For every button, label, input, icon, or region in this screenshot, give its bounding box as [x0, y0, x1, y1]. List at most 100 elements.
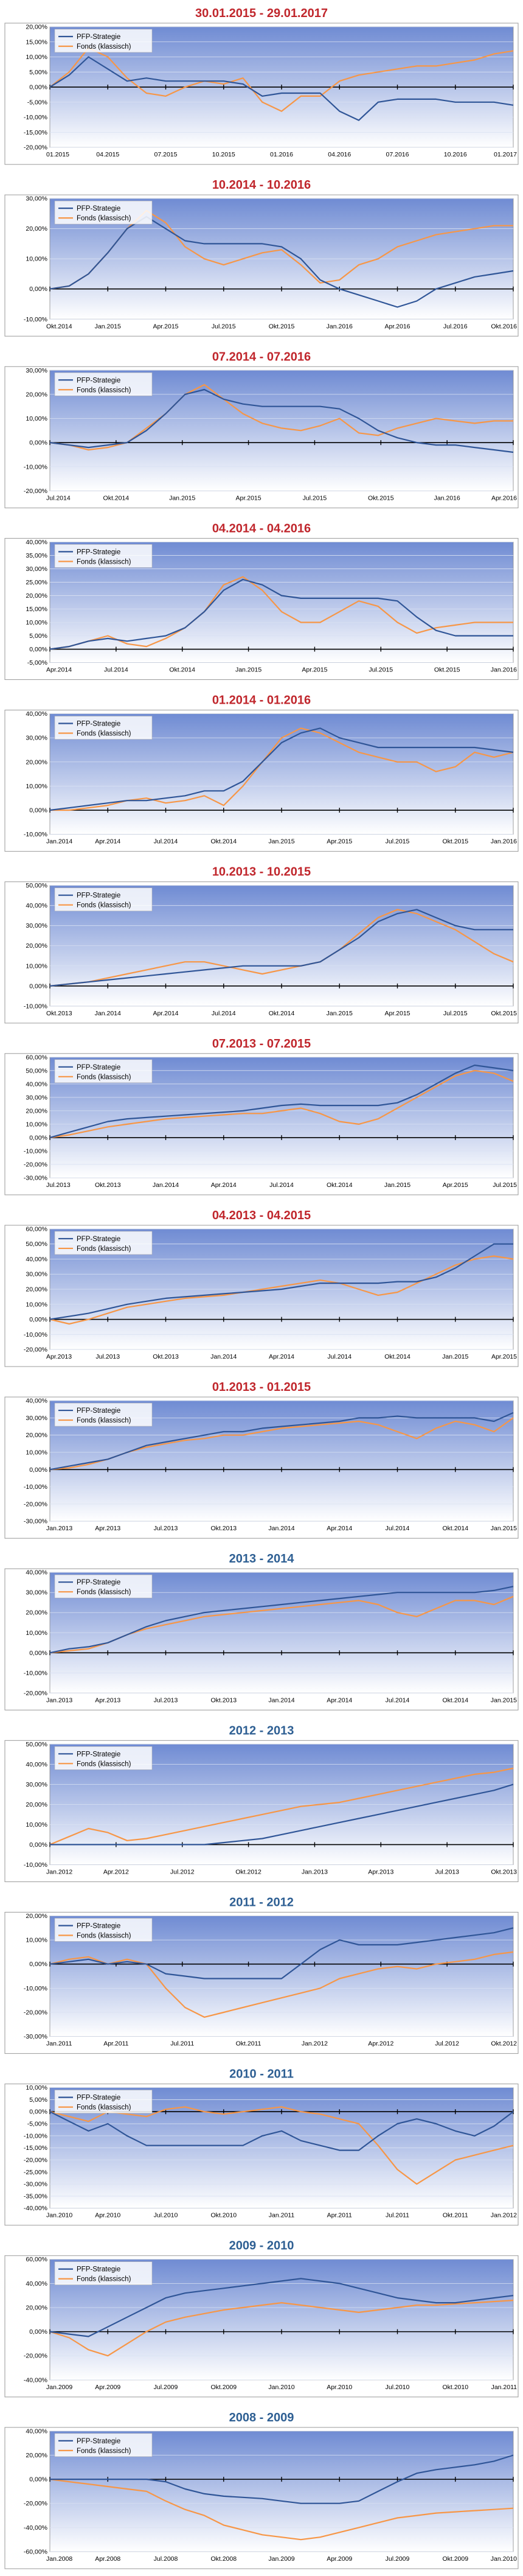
series-line-fund — [49, 576, 513, 650]
chart-panel: 10.2013 - 10.2015 50,00% 40,00% 30,00% 20,00… — [4, 866, 519, 1024]
x-tick-label: Apr.2015 — [384, 1010, 410, 1017]
y-tick-label: -10,00% — [24, 463, 47, 471]
x-tick-label: Jul.2015 — [303, 494, 327, 502]
legend-box — [54, 2090, 153, 2113]
x-tick-label: Okt.2014 — [384, 1353, 410, 1360]
series-line-fund — [49, 2106, 514, 2185]
series-line-strategy — [49, 56, 514, 121]
x-tick-label: Apr.2015 — [443, 1181, 468, 1189]
legend-label: Fonds (klassisch) — [77, 1074, 131, 1081]
legend-box — [54, 1746, 153, 1770]
x-tick-label: Jul.2012 — [170, 1868, 195, 1875]
y-tick-label: 0,00% — [29, 2328, 47, 2336]
legend-label: Fonds (klassisch) — [77, 558, 131, 565]
x-tick-label: Jan.2010 — [46, 2212, 72, 2219]
y-tick-label: -20,00% — [24, 1500, 47, 1508]
y-tick-label: -5,00% — [27, 99, 47, 106]
x-tick-label: Apr.2014 — [95, 838, 120, 845]
x-tick-label: Jan.2011 — [491, 2384, 518, 2391]
y-tick-label: 30,00% — [26, 367, 47, 374]
y-tick-label: 30,00% — [26, 1589, 47, 1597]
y-tick-label: 0,00% — [29, 285, 47, 293]
x-tick-label: 10.2016 — [444, 151, 467, 158]
y-tick-label: -40,00% — [24, 2524, 47, 2532]
x-tick-label: Okt.2008 — [210, 2555, 237, 2563]
y-tick-label: 10,00% — [26, 1937, 47, 1944]
y-tick-label: 50,00% — [26, 1241, 47, 1248]
y-tick-label: -40,00% — [24, 2376, 47, 2384]
chart-panel: 2011 - 2012 20,00% 10,00% 0,00% -10,00% -20,0… — [4, 1895, 519, 2054]
y-tick-label: 60,00% — [26, 1054, 47, 1061]
y-tick-label: -5,00% — [27, 2121, 47, 2128]
y-tick-label: 0,00% — [29, 646, 47, 653]
x-tick-label: Okt.2009 — [442, 2555, 468, 2563]
x-tick-label: Jan.2009 — [268, 2555, 294, 2563]
y-tick-label: -20,00% — [24, 2157, 47, 2164]
x-tick-label: Jan.2013 — [302, 1868, 328, 1875]
x-tick-label: Jan.2016 — [327, 323, 353, 330]
y-tick-label: 0,00% — [29, 982, 47, 990]
series-line-strategy — [49, 1927, 514, 1979]
chart-title: 2013 - 2014 — [229, 1552, 295, 1566]
legend: PFP-Strategie Fonds (klassisch) — [54, 716, 153, 740]
x-tick-label: Jan.2011 — [46, 2040, 72, 2048]
y-tick-label: 40,00% — [26, 2280, 47, 2287]
x-tick-label: Jan.2010 — [491, 2555, 517, 2563]
x-tick-label: Jul.2014 — [327, 1353, 352, 1360]
y-tick-label: 30,00% — [26, 1415, 47, 1422]
y-tick-label: 10,00% — [26, 1449, 47, 1456]
x-tick-label: Okt.2015 — [442, 838, 468, 845]
legend-label: PFP-Strategie — [77, 2095, 120, 2102]
x-tick-label: Jan.2016 — [434, 494, 460, 502]
x-tick-label: Jan.2014 — [268, 1525, 294, 1532]
legend-box — [54, 1059, 153, 1083]
y-tick-label: -5,00% — [27, 659, 47, 667]
x-tick-label: 01.2015 — [46, 151, 69, 158]
x-tick-label: Okt.2010 — [442, 2384, 468, 2391]
y-tick-label: 20,00% — [26, 24, 47, 31]
series-line-fund — [49, 2300, 514, 2357]
x-tick-label: Jul.2015 — [443, 1010, 468, 1017]
y-tick-label: -10,00% — [24, 1670, 47, 1677]
y-tick-label: 0,00% — [29, 1316, 47, 1323]
x-tick-label: Okt.2014 — [269, 1010, 295, 1017]
chart-panel: 01.2014 - 01.2016 40,00% 30,00% 20,00% 10,00… — [4, 694, 519, 852]
legend-label: Fonds (klassisch) — [77, 1932, 131, 1939]
y-tick-label: -40,00% — [24, 2205, 47, 2212]
x-tick-label: Jul.2016 — [443, 323, 468, 330]
chart-panel: 30.01.2015 - 29.01.2017 20,00% 15,00% 10,00… — [4, 7, 519, 165]
x-tick-label: Apr.2012 — [368, 2040, 393, 2048]
y-tick-label: -30,00% — [24, 1518, 47, 1525]
legend: PFP-Strategie Fonds (klassisch) — [54, 887, 153, 911]
legend-label: PFP-Strategie — [77, 377, 120, 384]
y-tick-label: 5,00% — [29, 69, 47, 76]
x-tick-label: Apr.2014 — [327, 1525, 352, 1532]
y-tick-label: 40,00% — [26, 710, 47, 718]
y-tick-label: -10,00% — [24, 1147, 47, 1155]
y-tick-label: 20,00% — [26, 225, 47, 233]
y-tick-label: -35,00% — [24, 2193, 47, 2200]
legend-label: PFP-Strategie — [77, 1751, 120, 1758]
x-tick-label: Okt.2015 — [434, 667, 460, 674]
x-tick-label: Apr.2012 — [103, 1868, 129, 1875]
chart-title: 04.2014 - 04.2016 — [212, 522, 311, 535]
x-tick-label: Apr.2013 — [95, 1696, 120, 1704]
series-line-strategy — [49, 909, 513, 987]
chart-panel: 2010 - 2011 10,00% 5,00% 0,00% -5,00% -10,00%… — [4, 2068, 519, 2226]
y-tick-label: 30,00% — [26, 1094, 47, 1101]
x-tick-label: Apr.2014 — [46, 667, 72, 674]
x-tick-label: Jan.2011 — [269, 2212, 295, 2219]
chart-panel: 2012 - 2013 50,00% 40,00% 30,00% 20,00% 10,00… — [4, 1724, 519, 1882]
y-tick-label: -20,00% — [24, 1161, 47, 1168]
x-tick-label: Jul.2009 — [154, 2384, 178, 2391]
y-tick-label: 0,00% — [29, 439, 47, 447]
legend-label: PFP-Strategie — [77, 548, 120, 556]
x-tick-label: Jul.2013 — [154, 1525, 178, 1532]
y-tick-label: 5,00% — [29, 2096, 47, 2104]
y-tick-label: 20,00% — [26, 758, 47, 766]
legend-label: Fonds (klassisch) — [77, 1760, 131, 1768]
series-line-strategy — [50, 1783, 514, 1846]
x-tick-label: Okt.2011 — [236, 2040, 262, 2048]
legend-label: PFP-Strategie — [77, 2438, 120, 2445]
legend-label: Fonds (klassisch) — [77, 215, 131, 222]
